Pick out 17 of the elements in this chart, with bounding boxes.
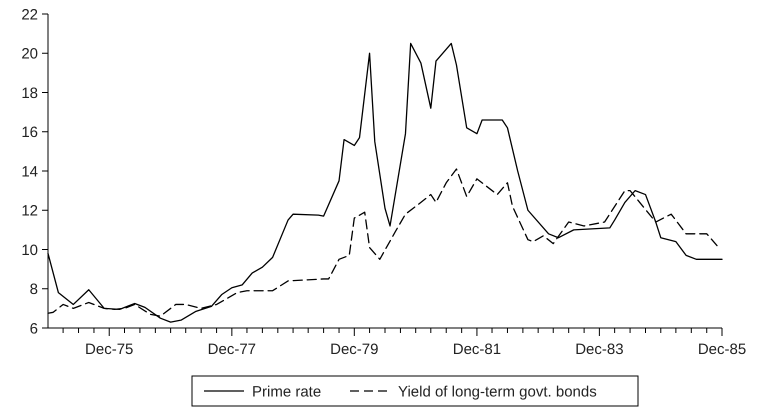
x-tick-label: Dec-81: [452, 341, 502, 358]
y-tick-label: 22: [21, 6, 38, 24]
legend-label: Yield of long-term govt. bonds: [398, 383, 597, 400]
y-tick-label: 12: [21, 202, 38, 220]
y-tick-label: 8: [30, 281, 38, 298]
y-tick-label: 20: [21, 46, 38, 62]
y-tick-label: 14: [21, 163, 38, 180]
x-tick-label: Dec-83: [575, 341, 624, 358]
x-tick-label: Dec-79: [330, 341, 378, 358]
legend-label: Prime rate: [252, 383, 322, 400]
y-tick-label: 16: [21, 124, 38, 141]
y-tick-label: 18: [21, 84, 38, 102]
y-tick-label: 10: [21, 242, 38, 259]
x-tick-label: Dec-77: [208, 341, 256, 358]
x-tick-label: Dec-85: [698, 341, 746, 358]
y-tick-label: 6: [30, 320, 38, 338]
x-tick-label: Dec-75: [85, 341, 134, 358]
